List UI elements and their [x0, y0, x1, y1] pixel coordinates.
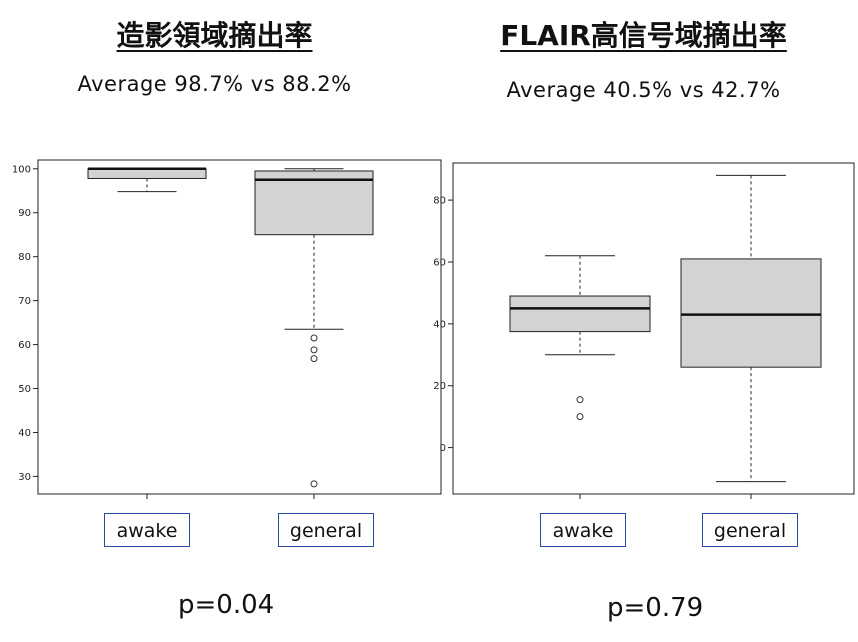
y-tick-label: 80: [18, 252, 31, 263]
xlabel-awake: awake: [104, 513, 190, 547]
box-awake: [509, 295, 651, 333]
average-text: Average 40.5% vs 42.7%: [506, 78, 781, 102]
xlabel-general: general: [278, 513, 374, 547]
y-tick-label: 40: [433, 319, 446, 330]
y-tick-label: 0: [440, 443, 446, 454]
y-tick-label: 40: [18, 428, 31, 439]
outlier-point: [310, 480, 318, 488]
y-tick-label: 90: [18, 208, 31, 219]
y-tick-label: 100: [12, 164, 31, 175]
y-tick-label: 50: [18, 384, 31, 395]
y-tick-label: 30: [18, 472, 31, 483]
boxplot-flair: 0 20 40 60 80: [433, 162, 855, 499]
average-text: Average 98.7% vs 88.2%: [77, 72, 352, 96]
y-tick-label: 20: [433, 381, 446, 392]
outlier-point: [310, 355, 318, 363]
box-awake: [87, 168, 207, 179]
y-tick-label: 80: [433, 196, 446, 207]
p-value: p=0.79: [607, 593, 704, 623]
plot-frame: [452, 162, 855, 495]
chart-title: 造影領域摘出率: [116, 19, 313, 52]
outlier-point: [310, 334, 318, 342]
box-general: [254, 170, 374, 236]
box-general: [680, 258, 822, 368]
panel-flair-resection: FLAIR高信号域摘出率 Average 40.5% vs 42.7% 0 20 4…: [429, 0, 858, 642]
y-tick-label: 60: [18, 340, 31, 351]
y-tick-label: 70: [18, 296, 31, 307]
chart-title: FLAIR高信号域摘出率: [500, 19, 787, 52]
p-value: p=0.04: [178, 590, 275, 620]
xlabel-general: general: [702, 513, 798, 547]
panel-contrast-resection: 造影領域摘出率 Average 98.7% vs 88.2% 30 40 50 60 7…: [12, 19, 442, 620]
xlabel-awake: awake: [540, 513, 626, 547]
outlier-point: [310, 346, 318, 354]
outlier-point: [576, 396, 584, 404]
plot-frame: [37, 159, 442, 495]
boxplot-contrast: 30 40 50 60 70 80 90 100: [12, 159, 442, 499]
outlier-point: [576, 413, 584, 421]
y-tick-label: 60: [433, 257, 446, 268]
